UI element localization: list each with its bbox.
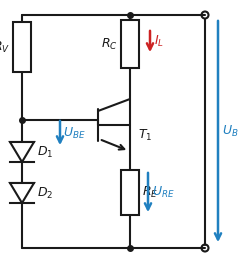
Text: $T_1$: $T_1$ <box>138 127 152 143</box>
Text: $R_E$: $R_E$ <box>142 185 158 200</box>
Text: $U_{BE}$: $U_{BE}$ <box>63 125 86 140</box>
Text: $I_L$: $I_L$ <box>154 34 164 49</box>
Text: $R_V$: $R_V$ <box>0 39 10 55</box>
Bar <box>121 20 139 68</box>
Bar <box>121 170 139 215</box>
Polygon shape <box>10 183 34 203</box>
Text: $D_2$: $D_2$ <box>37 186 53 201</box>
Text: $U_{RE}$: $U_{RE}$ <box>152 185 175 200</box>
Text: $U_B$: $U_B$ <box>222 124 239 139</box>
Text: $R_C$: $R_C$ <box>101 37 118 52</box>
Bar <box>13 22 31 72</box>
Text: $D_1$: $D_1$ <box>37 144 53 160</box>
Polygon shape <box>10 142 34 162</box>
